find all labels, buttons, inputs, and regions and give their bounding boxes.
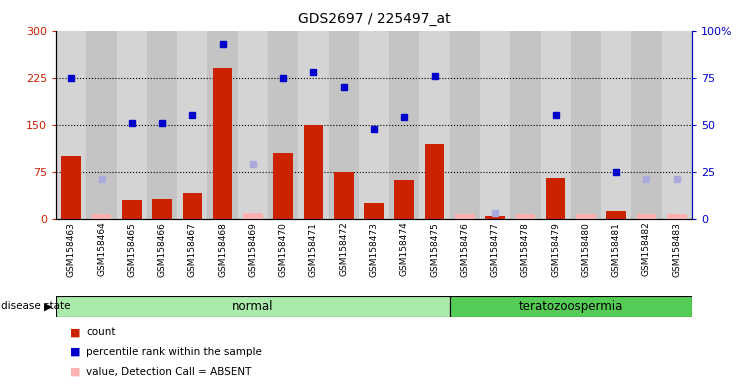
Bar <box>243 213 263 219</box>
Bar <box>122 200 141 219</box>
Bar <box>541 31 571 219</box>
Bar <box>637 214 656 219</box>
Text: ▶: ▶ <box>44 301 52 311</box>
Text: ■: ■ <box>70 347 80 357</box>
Bar <box>394 180 414 219</box>
Bar <box>425 144 444 219</box>
Text: ■: ■ <box>70 327 80 337</box>
Bar <box>364 203 384 219</box>
Bar <box>92 214 111 219</box>
Bar <box>298 31 328 219</box>
Bar <box>571 31 601 219</box>
Bar <box>389 31 420 219</box>
Bar <box>304 125 323 219</box>
Bar <box>183 192 202 219</box>
Bar <box>153 199 172 219</box>
Bar <box>480 31 510 219</box>
Bar <box>662 31 692 219</box>
Text: value, Detection Call = ABSENT: value, Detection Call = ABSENT <box>86 367 251 377</box>
Bar <box>485 216 505 219</box>
Bar <box>546 178 565 219</box>
Bar <box>601 31 631 219</box>
Bar <box>515 214 536 219</box>
Bar <box>420 31 450 219</box>
Bar <box>207 31 238 219</box>
Bar <box>61 156 81 219</box>
Bar <box>576 214 595 219</box>
FancyBboxPatch shape <box>56 296 450 317</box>
Text: percentile rank within the sample: percentile rank within the sample <box>86 347 262 357</box>
Bar <box>334 172 354 219</box>
Bar <box>147 31 177 219</box>
Bar <box>631 31 662 219</box>
Bar <box>607 211 626 219</box>
Bar <box>359 31 389 219</box>
Bar <box>450 31 480 219</box>
Bar <box>667 214 687 219</box>
Text: GDS2697 / 225497_at: GDS2697 / 225497_at <box>298 12 450 25</box>
Text: count: count <box>86 327 115 337</box>
Bar <box>117 31 147 219</box>
Bar <box>455 215 475 219</box>
Bar <box>238 31 268 219</box>
Bar <box>273 153 293 219</box>
FancyBboxPatch shape <box>450 296 692 317</box>
Bar <box>212 68 233 219</box>
Bar <box>177 31 207 219</box>
Text: disease state: disease state <box>1 301 71 311</box>
Bar <box>56 31 86 219</box>
Text: ■: ■ <box>70 367 80 377</box>
Bar <box>510 31 541 219</box>
Text: teratozoospermia: teratozoospermia <box>518 300 623 313</box>
Bar <box>86 31 117 219</box>
Bar <box>268 31 298 219</box>
Text: normal: normal <box>232 300 274 313</box>
Bar <box>328 31 359 219</box>
